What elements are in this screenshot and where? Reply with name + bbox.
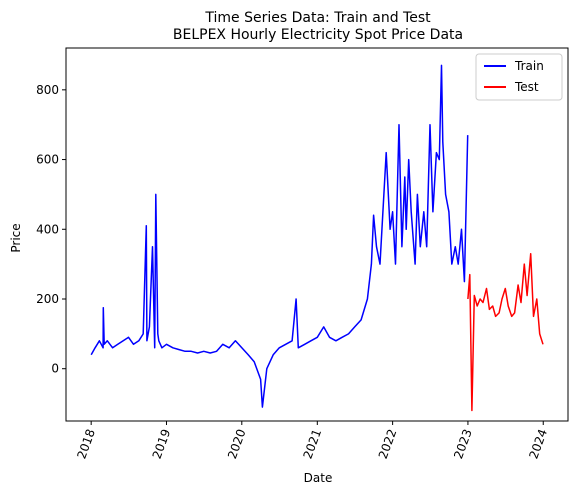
y-axis-label: Price xyxy=(9,223,23,252)
y-tick-label: 600 xyxy=(36,153,59,167)
x-tick-label: 2024 xyxy=(526,427,550,460)
y-tick-label: 200 xyxy=(36,292,59,306)
y-tick-label: 800 xyxy=(36,83,59,97)
series-line-train xyxy=(90,64,469,408)
x-tick-label: 2022 xyxy=(376,427,400,460)
plot-area xyxy=(65,47,569,422)
legend-test-label: Test xyxy=(514,80,539,94)
legend: Train Test xyxy=(475,53,563,101)
x-tick-label: 2018 xyxy=(74,427,98,460)
chart-subtitle: BELPEX Hourly Electricity Spot Price Dat… xyxy=(173,27,463,43)
legend-train-label: Train xyxy=(514,59,544,73)
y-axis-ticks: 0 200 400 600 800 xyxy=(36,83,66,376)
series-layer xyxy=(90,64,544,412)
x-tick-label: 2023 xyxy=(451,427,475,460)
x-axis-label: Date xyxy=(304,471,333,485)
x-tick-label: 2021 xyxy=(301,427,325,460)
x-axis-ticks: 2018 2019 2020 2021 2022 2023 2024 xyxy=(74,421,550,461)
x-tick-label: 2020 xyxy=(225,427,249,460)
chart-title: Time Series Data: Train and Test xyxy=(204,10,431,26)
y-tick-label: 400 xyxy=(36,222,59,236)
y-tick-label: 0 xyxy=(51,362,59,376)
series-line-test xyxy=(467,252,544,412)
x-tick-label: 2019 xyxy=(150,427,174,460)
